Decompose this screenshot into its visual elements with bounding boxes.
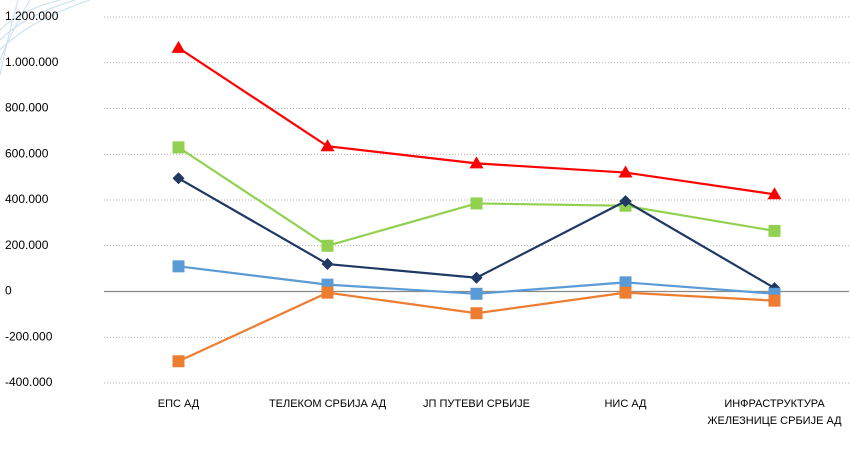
y-tick-label: -200.000 bbox=[5, 329, 53, 343]
y-tick-label: 1.200.000 bbox=[5, 9, 59, 23]
y-tick-label: 800.000 bbox=[5, 101, 49, 115]
marker bbox=[172, 260, 185, 273]
y-tick-label: -400.000 bbox=[5, 375, 53, 389]
y-tick-label: 200.000 bbox=[5, 238, 49, 252]
x-tick-label: ЕПС АД bbox=[157, 398, 200, 410]
y-tick-label: 1.000.000 bbox=[5, 55, 59, 69]
marker bbox=[321, 286, 334, 299]
marker bbox=[469, 156, 484, 169]
marker bbox=[172, 355, 185, 368]
series-line bbox=[177, 177, 776, 290]
marker bbox=[172, 172, 185, 185]
marker bbox=[767, 187, 782, 200]
marker bbox=[768, 224, 781, 237]
marker bbox=[320, 139, 335, 152]
marker bbox=[618, 165, 633, 178]
marker bbox=[171, 40, 186, 53]
y-tick-label: 600.000 bbox=[5, 146, 49, 160]
marker bbox=[321, 258, 334, 271]
x-tick-label: НИС АД bbox=[604, 398, 647, 410]
marker bbox=[619, 276, 632, 289]
marker bbox=[172, 141, 185, 154]
series-line bbox=[177, 46, 775, 196]
marker bbox=[321, 239, 334, 252]
marker bbox=[470, 307, 483, 320]
y-tick-label: 400.000 bbox=[5, 192, 49, 206]
y-tick-label: 0 bbox=[5, 284, 12, 298]
series-line bbox=[178, 291, 775, 363]
marker bbox=[470, 271, 483, 284]
marker bbox=[619, 195, 632, 208]
marker bbox=[768, 294, 781, 307]
marker bbox=[470, 197, 483, 210]
corner-decoration bbox=[0, 0, 91, 76]
marker bbox=[619, 286, 632, 299]
x-tick-label: ИНФРАСТРУКТУРА ЖЕЛЕЗНИЦЕ СРБИЈЕ АД bbox=[707, 398, 842, 427]
x-tick-label: ЈП ПУТЕВИ СРБИЈЕ bbox=[423, 398, 530, 410]
marker bbox=[470, 287, 483, 300]
x-tick-label: ТЕЛЕКОМ СРБИЈА АД bbox=[268, 398, 387, 410]
